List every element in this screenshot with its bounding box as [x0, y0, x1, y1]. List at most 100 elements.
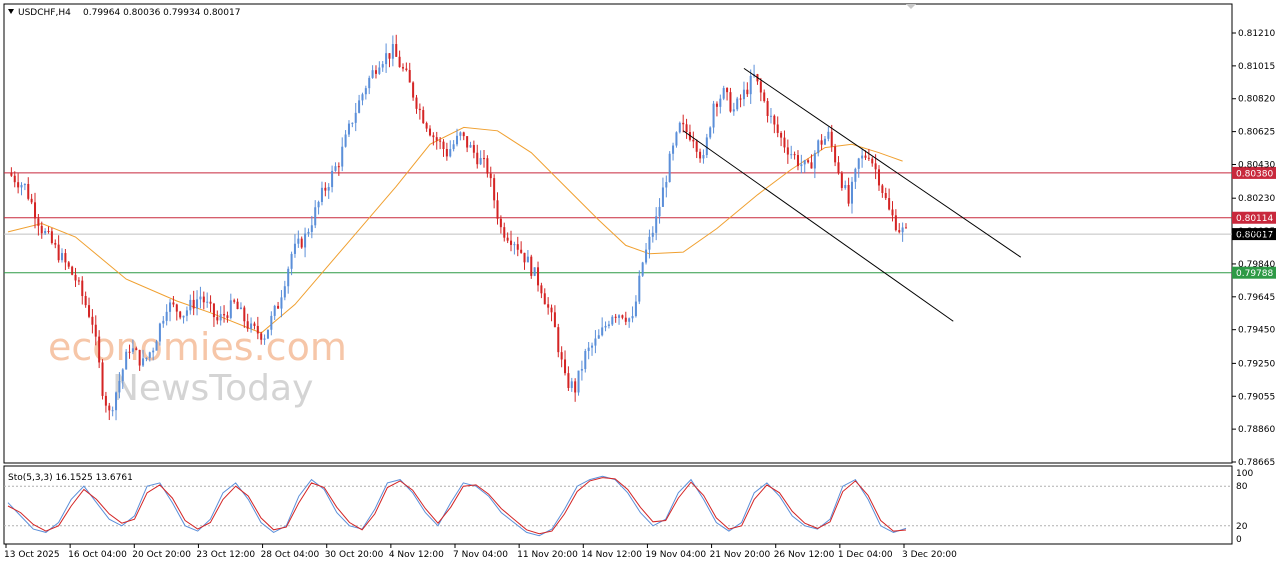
candle-body — [98, 336, 101, 363]
candle-body — [651, 232, 654, 237]
candle-body — [341, 146, 344, 167]
candle-body — [675, 132, 678, 146]
candle-body — [530, 256, 533, 276]
candle-body — [391, 44, 394, 59]
candle-body — [607, 324, 610, 326]
candle-body — [604, 325, 607, 328]
candle-body — [44, 230, 47, 234]
candle-body — [462, 132, 465, 137]
candle-body — [634, 301, 637, 317]
candle-body — [729, 92, 732, 112]
candle-body — [398, 56, 401, 68]
price-axis: 0.81210 0.81015 0.80820 0.80625 0.80430 0.802… — [1232, 29, 1275, 468]
candle-body — [847, 185, 850, 204]
candle-body — [253, 323, 256, 326]
candle-body — [77, 280, 80, 282]
level-tag-resistance — [1232, 211, 1276, 224]
candle-body — [645, 249, 648, 263]
candle-body — [712, 103, 715, 128]
time-tick-label: 3 Dec 20:00 — [902, 550, 957, 560]
candle-body — [796, 155, 799, 167]
candle-body — [526, 256, 529, 263]
candle-body — [155, 341, 158, 351]
price-tick-label: 0.79840 — [1238, 260, 1275, 270]
scroll-marker-icon[interactable] — [906, 4, 916, 9]
candle-body — [202, 296, 205, 303]
candles — [10, 34, 908, 421]
level-label-current: 0.80017 — [1236, 231, 1273, 241]
candle-body — [820, 140, 823, 145]
candle-body — [739, 98, 742, 100]
candle-body — [179, 311, 182, 318]
candle-body — [317, 201, 320, 208]
candle-body — [293, 243, 296, 254]
candle-body — [358, 100, 361, 113]
candle-body — [115, 392, 118, 411]
candle-body — [452, 144, 455, 150]
candle-body — [783, 137, 786, 148]
indicator-pane — [3, 465, 1233, 545]
time-tick-label: 16 Oct 04:00 — [68, 550, 127, 560]
stochastic-label: Sto(5,3,3) 16.1525 13.6761 — [8, 473, 133, 483]
candle-body — [378, 67, 381, 74]
collapse-triangle-icon[interactable] — [8, 9, 14, 14]
candle-body — [94, 324, 97, 337]
price-tick-label: 0.79250 — [1238, 359, 1275, 369]
candle-body — [584, 351, 587, 370]
candle-body — [61, 253, 64, 261]
candle-body — [449, 149, 452, 157]
time-tick-label: 30 Oct 20:00 — [325, 550, 384, 560]
candle-body — [320, 187, 323, 202]
candle-body — [547, 304, 550, 308]
candle-body — [543, 293, 546, 305]
candle-body — [587, 347, 590, 352]
candle-body — [705, 137, 708, 156]
candle-body — [553, 312, 556, 328]
candle-body — [71, 266, 74, 275]
candle-body — [638, 275, 641, 302]
candle-body — [894, 215, 897, 231]
price-tick-label: 0.80820 — [1238, 95, 1275, 105]
candle-body — [418, 108, 421, 111]
candle-body — [196, 299, 199, 309]
candle-body — [385, 53, 388, 65]
candle-body — [810, 162, 813, 169]
candle-body — [672, 145, 675, 154]
candle-body — [27, 184, 30, 199]
candle-body — [131, 348, 134, 352]
candle-body — [776, 124, 779, 133]
candle-body — [344, 134, 347, 147]
time-tick-label: 11 Nov 20:00 — [517, 550, 578, 560]
candle-body — [233, 300, 236, 302]
candle-body — [148, 352, 151, 358]
candle-body — [455, 135, 459, 145]
candle-body — [364, 88, 367, 95]
candle-body — [540, 285, 543, 294]
time-tick-label: 1 Dec 04:00 — [838, 550, 893, 560]
channel-lower-line — [682, 130, 954, 322]
candle-body — [732, 109, 735, 112]
time-tick-label: 13 Oct 2025 — [4, 550, 60, 560]
candle-body — [769, 115, 772, 117]
candle-body — [175, 304, 178, 312]
ma-line — [7, 126, 903, 334]
sto-tick-label: 20 — [1236, 522, 1248, 532]
candle-body — [655, 216, 658, 233]
price-tick-label: 0.79055 — [1238, 392, 1275, 402]
candle-body — [591, 345, 594, 348]
candle-body — [101, 362, 104, 396]
candle-body — [209, 301, 212, 304]
candle-body — [658, 206, 661, 217]
candle-body — [614, 316, 617, 318]
level-label-resistance: 0.80114 — [1236, 214, 1273, 224]
candle-body — [81, 280, 84, 297]
candle-body — [283, 286, 286, 298]
candle-body — [577, 370, 580, 393]
candle-body — [564, 359, 567, 374]
channel-upper-line — [743, 67, 1022, 258]
candle-body — [560, 352, 563, 360]
candle-body — [580, 369, 583, 371]
candle-body — [472, 145, 475, 153]
candle-body — [766, 101, 769, 116]
candle-body — [506, 237, 509, 241]
